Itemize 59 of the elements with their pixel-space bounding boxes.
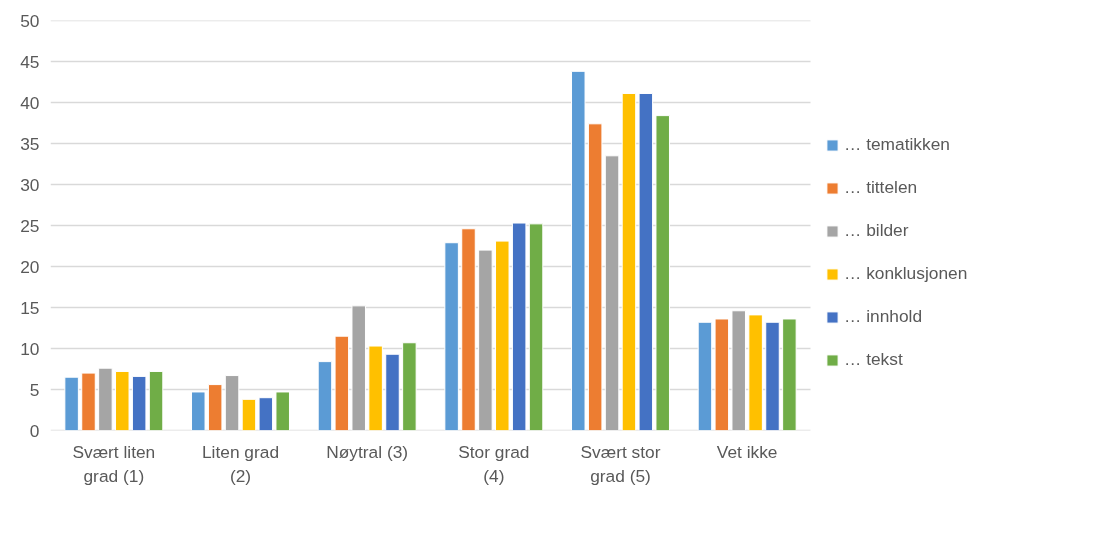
- y-tick-label: 40: [20, 92, 40, 113]
- legend-label: … tematikken: [844, 134, 950, 155]
- bar: [241, 398, 257, 431]
- bar: [714, 318, 730, 431]
- x-tick-label: Vet ikke: [716, 441, 778, 462]
- bar: [495, 240, 510, 431]
- x-tick-label: Svært liten grad (1): [72, 441, 156, 486]
- bar: [351, 305, 366, 431]
- bar: [81, 372, 96, 431]
- bar: [528, 223, 544, 431]
- y-tick-label: 5: [29, 379, 40, 400]
- x-tick-label: Stor grad (4): [458, 441, 530, 486]
- legend-label: … konklusjonen: [844, 263, 968, 284]
- bar: [224, 375, 240, 431]
- bar: [317, 361, 333, 431]
- bar: [368, 345, 383, 431]
- y-tick-label: 15: [20, 297, 40, 318]
- legend-label: … bilder: [844, 220, 909, 241]
- x-tick-label: Liten grad (2): [201, 441, 280, 486]
- bar: [131, 375, 147, 431]
- bar: [748, 314, 763, 431]
- bar: [782, 318, 797, 431]
- y-tick-label: 50: [20, 10, 40, 31]
- y-tick-label: 35: [20, 133, 40, 154]
- bar: [731, 310, 746, 431]
- bar: [604, 155, 620, 431]
- bar: [191, 391, 206, 431]
- bar: [571, 70, 586, 431]
- y-tick-label: 45: [20, 51, 40, 72]
- x-tick-label: Svært stor grad (5): [580, 441, 661, 486]
- legend-label: … tittelen: [844, 177, 918, 198]
- y-tick-label: 20: [20, 256, 40, 277]
- bar: [461, 228, 476, 431]
- bar: [207, 384, 223, 431]
- bar: [148, 370, 164, 431]
- legend-label: … tekst: [844, 349, 903, 370]
- bar: [638, 92, 654, 431]
- bar: [697, 321, 713, 431]
- bar: [385, 353, 400, 431]
- bar: [98, 367, 113, 431]
- y-tick-label: 25: [20, 215, 40, 236]
- y-tick-label: 10: [20, 338, 40, 359]
- bar: [621, 92, 637, 431]
- bar: [511, 222, 527, 431]
- y-tick-label: 30: [20, 174, 40, 195]
- bar: [478, 249, 493, 431]
- legend-label: … innhold: [844, 306, 923, 327]
- bar: [64, 376, 79, 431]
- bar: [115, 370, 130, 431]
- bar: [444, 242, 459, 431]
- x-tick-label: Nøytral (3): [326, 441, 409, 462]
- bar: [402, 342, 417, 431]
- bar: [587, 123, 603, 431]
- bar: [275, 391, 290, 431]
- bar: [258, 397, 274, 431]
- bar: [655, 115, 670, 431]
- bar: [765, 321, 780, 431]
- y-tick-label: 0: [29, 420, 40, 441]
- bar: [334, 335, 350, 431]
